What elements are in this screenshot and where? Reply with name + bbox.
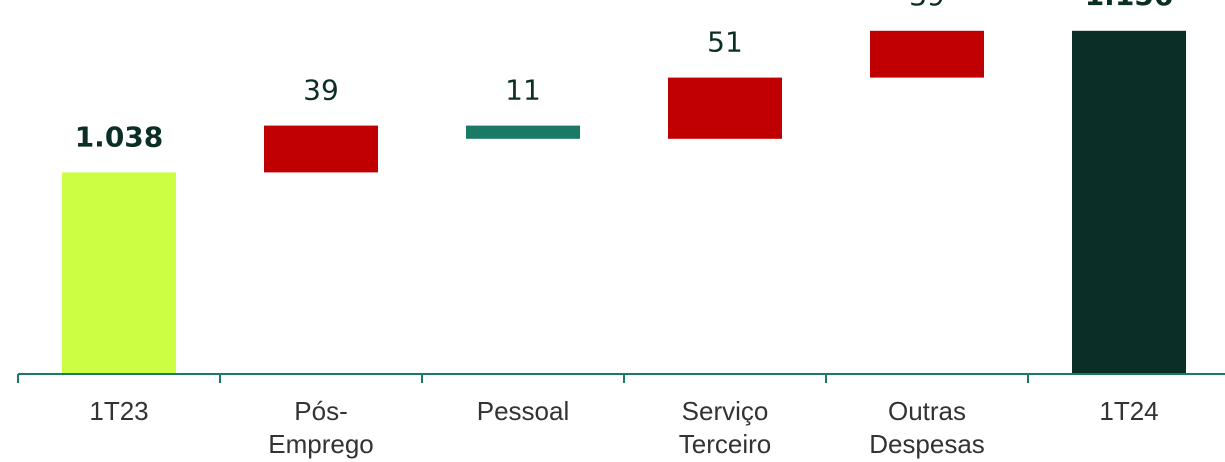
category-label-3: Pessoal: [477, 396, 570, 426]
bar-3: [466, 125, 580, 139]
value-label-3: 11: [505, 74, 541, 107]
category-label-5: Outras Despesas: [869, 396, 985, 459]
category-label-6: 1T24: [1099, 396, 1158, 426]
bar-2: [264, 125, 378, 173]
value-label-2: 39: [303, 74, 339, 107]
bar-6: [1072, 30, 1186, 375]
value-label-6: 1.156: [1085, 0, 1174, 12]
value-label-1: 1.038: [75, 120, 164, 153]
value-labels-group: 1.038 39 11 51 39 1.156: [75, 0, 1174, 153]
bars-group: [62, 30, 1186, 375]
bar-1: [62, 172, 176, 374]
x-axis: [17, 373, 1225, 383]
category-label-4: Serviço Terceiro: [679, 396, 771, 459]
value-label-4: 51: [707, 26, 743, 59]
value-label-5: 39: [909, 0, 945, 12]
category-label-1: 1T23: [89, 396, 148, 426]
category-labels-group: 1T23 Pós-Emprego Pessoal Serviço Terceiro Out…: [89, 396, 1158, 459]
category-label-2: Pós-Emprego: [268, 396, 374, 459]
bar-4: [668, 77, 782, 139]
bar-5: [870, 30, 984, 78]
